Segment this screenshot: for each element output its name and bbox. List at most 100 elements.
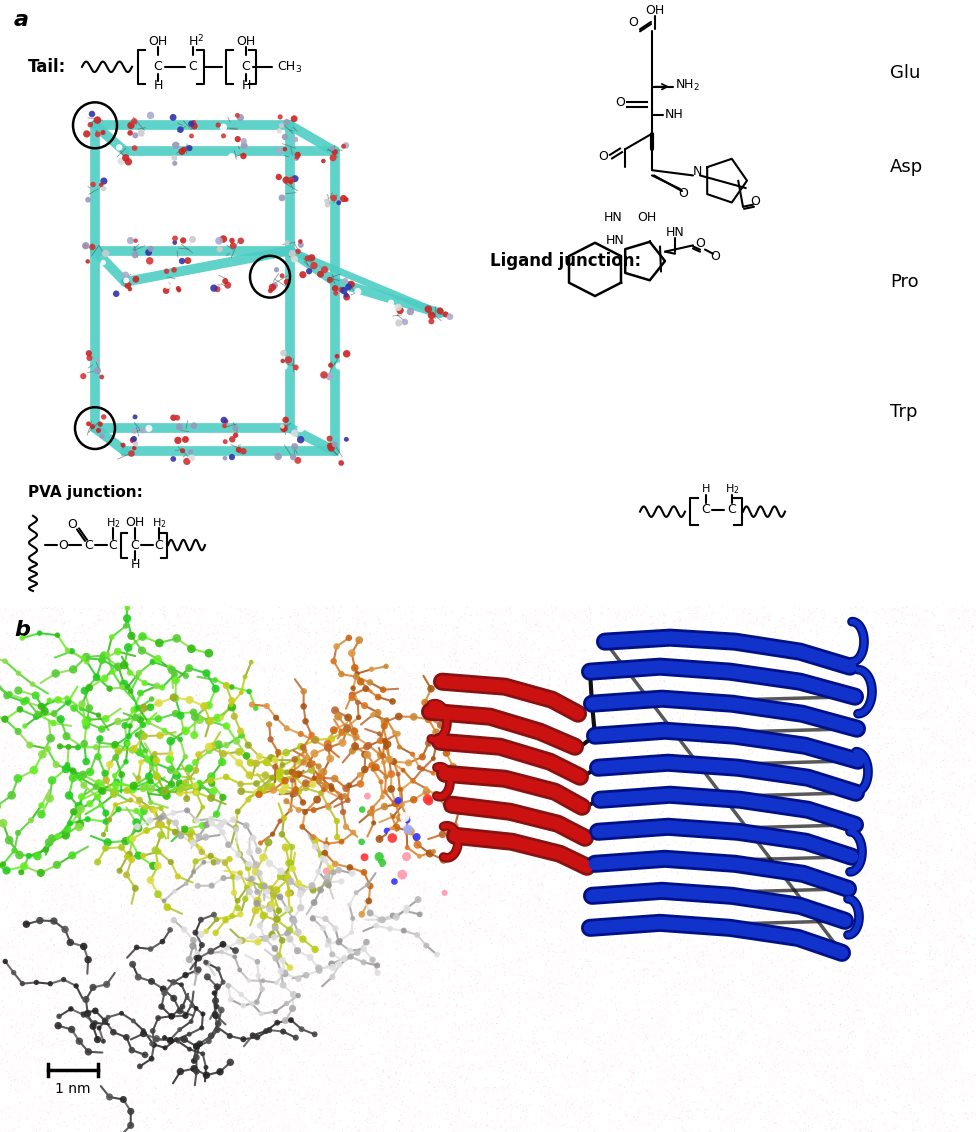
Point [701,833,716,851]
Point [834,663,850,681]
Point [312,1100,328,1118]
Point [162,659,178,677]
Point [209,926,224,944]
Point [213,928,228,946]
Point [121,727,137,745]
Point [399,978,415,996]
Point [382,871,397,889]
Point [758,1107,774,1125]
Point [260,1045,275,1063]
Point [260,778,275,796]
Point [559,1048,575,1066]
Point [150,818,166,837]
Point [834,981,849,1000]
Point [64,754,80,772]
Point [179,882,194,900]
Point [191,746,207,764]
Point [597,989,613,1007]
Point [72,769,88,787]
Point [191,677,207,695]
Point [966,667,976,685]
Point [4,787,20,805]
Point [669,743,684,761]
Point [731,628,747,646]
Point [447,1113,463,1131]
Point [210,604,225,623]
Point [915,720,931,738]
Point [141,685,156,703]
Point [624,866,639,884]
Point [235,871,251,889]
Point [606,931,622,949]
Point [330,1046,346,1064]
Point [380,809,395,827]
Point [287,767,303,786]
Point [250,1114,265,1132]
Point [15,849,30,867]
Point [47,885,62,903]
Point [547,846,562,864]
Point [105,774,121,792]
Point [356,1056,372,1074]
Point [358,893,374,911]
Point [305,909,320,927]
Point [760,1083,776,1101]
Point [96,172,111,190]
Point [201,974,217,992]
Point [776,1083,792,1101]
Point [431,1118,447,1132]
Point [130,726,145,744]
Point [11,1107,26,1125]
Point [898,1001,914,1019]
Point [573,852,589,871]
Point [284,763,300,781]
Point [248,720,264,738]
Point [620,700,635,718]
Point [798,969,814,987]
Point [105,726,121,744]
Point [467,838,482,856]
Point [600,676,616,694]
Point [177,1050,192,1069]
Point [532,798,548,816]
Point [395,681,411,700]
Point [346,856,361,874]
Point [801,995,817,1013]
Point [394,904,410,923]
Point [877,935,893,953]
Point [450,1038,466,1056]
Point [904,641,919,659]
Point [285,949,301,967]
Point [612,936,628,954]
Point [887,854,903,872]
Point [773,998,789,1017]
Point [808,1039,824,1057]
Point [181,854,196,872]
Point [191,850,207,868]
Point [497,1053,512,1071]
Point [172,778,187,796]
Point [277,869,293,887]
Point [806,890,822,908]
Point [144,655,160,674]
Point [370,957,386,975]
Point [960,1110,976,1129]
Point [589,1063,604,1081]
Point [317,1062,333,1080]
Point [512,865,528,883]
Point [307,871,323,889]
Point [333,717,348,735]
Point [727,666,743,684]
Point [23,816,39,834]
Point [727,880,743,898]
Point [524,669,540,687]
Point [496,986,511,1004]
Point [695,1080,711,1098]
Point [652,825,668,843]
Point [21,719,37,737]
Point [656,950,671,968]
Point [237,911,253,929]
Point [56,804,71,822]
Point [302,1036,317,1054]
Point [340,719,355,737]
